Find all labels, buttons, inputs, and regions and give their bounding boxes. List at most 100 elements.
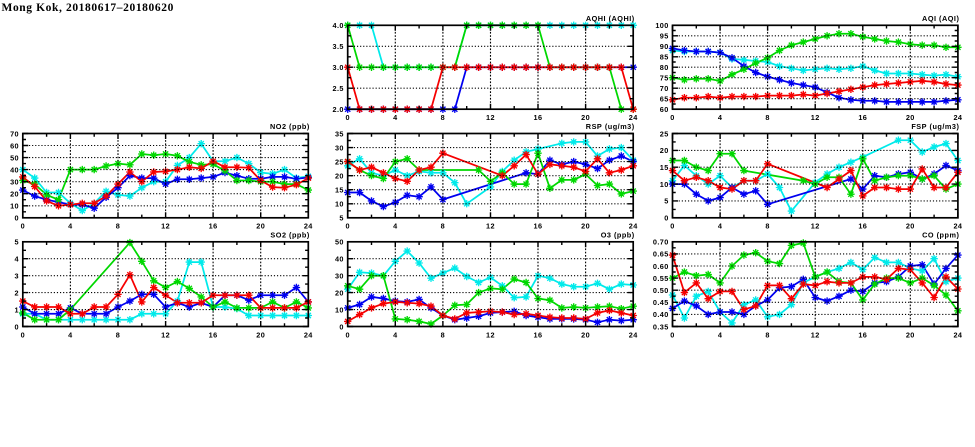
svg-text:RSP (ug/m3): RSP (ug/m3) — [586, 122, 635, 131]
svg-text:0: 0 — [21, 330, 25, 339]
svg-text:24: 24 — [304, 222, 313, 231]
svg-text:0.40: 0.40 — [653, 310, 669, 319]
svg-text:8: 8 — [765, 222, 769, 231]
svg-text:90: 90 — [660, 42, 669, 51]
svg-text:8: 8 — [441, 113, 445, 122]
svg-text:12: 12 — [161, 222, 170, 231]
svg-text:SO2 (ppb): SO2 (ppb) — [270, 231, 309, 240]
svg-text:20: 20 — [256, 222, 265, 231]
svg-text:25: 25 — [660, 129, 669, 138]
svg-text:16: 16 — [858, 330, 867, 339]
svg-text:12: 12 — [486, 113, 495, 122]
svg-text:40: 40 — [335, 255, 344, 264]
svg-text:O3 (ppb): O3 (ppb) — [601, 231, 635, 240]
svg-text:1: 1 — [15, 305, 19, 314]
svg-text:24: 24 — [953, 222, 962, 231]
svg-text:4: 4 — [718, 330, 723, 339]
svg-text:20: 20 — [660, 146, 669, 155]
svg-text:20: 20 — [335, 288, 344, 297]
svg-text:95: 95 — [660, 32, 669, 41]
svg-text:30: 30 — [335, 143, 344, 152]
svg-text:0: 0 — [15, 214, 19, 223]
svg-text:8: 8 — [116, 330, 120, 339]
svg-text:12: 12 — [811, 330, 820, 339]
svg-text:16: 16 — [534, 113, 543, 122]
svg-text:0: 0 — [345, 222, 349, 231]
svg-text:5: 5 — [339, 214, 343, 223]
svg-text:100: 100 — [655, 21, 668, 30]
svg-text:10: 10 — [660, 180, 669, 189]
svg-text:16: 16 — [534, 222, 543, 231]
svg-text:80: 80 — [660, 63, 669, 72]
svg-text:24: 24 — [304, 330, 313, 339]
svg-text:20: 20 — [906, 113, 915, 122]
svg-text:0: 0 — [670, 330, 674, 339]
svg-text:FSP (ug/m3): FSP (ug/m3) — [911, 122, 959, 131]
svg-text:25: 25 — [335, 157, 344, 166]
svg-text:24: 24 — [953, 330, 962, 339]
svg-text:4: 4 — [68, 222, 73, 231]
svg-text:50: 50 — [10, 153, 19, 162]
svg-text:65: 65 — [660, 95, 669, 104]
svg-text:24: 24 — [953, 113, 962, 122]
svg-text:10: 10 — [335, 305, 344, 314]
svg-text:15: 15 — [335, 186, 344, 195]
svg-text:70: 70 — [660, 84, 669, 93]
svg-text:24: 24 — [629, 330, 638, 339]
svg-text:12: 12 — [811, 222, 820, 231]
svg-text:16: 16 — [209, 330, 218, 339]
svg-text:20: 20 — [335, 172, 344, 181]
svg-text:AQHI (AQHI): AQHI (AQHI) — [586, 14, 635, 23]
svg-text:0: 0 — [670, 113, 674, 122]
svg-text:4: 4 — [393, 222, 398, 231]
svg-text:4: 4 — [15, 255, 20, 264]
svg-text:12: 12 — [486, 330, 495, 339]
svg-text:16: 16 — [209, 222, 218, 231]
svg-text:4: 4 — [718, 113, 723, 122]
svg-text:4: 4 — [393, 113, 398, 122]
svg-text:0: 0 — [345, 113, 349, 122]
svg-text:2.0: 2.0 — [333, 105, 344, 114]
svg-text:2: 2 — [15, 288, 19, 297]
svg-text:35: 35 — [335, 129, 344, 138]
svg-text:8: 8 — [765, 113, 769, 122]
svg-text:16: 16 — [858, 113, 867, 122]
svg-text:60: 60 — [660, 105, 669, 114]
svg-text:0: 0 — [664, 214, 668, 223]
svg-text:0.60: 0.60 — [653, 262, 669, 271]
svg-text:8: 8 — [441, 330, 445, 339]
svg-text:20: 20 — [581, 330, 590, 339]
svg-text:5: 5 — [664, 197, 668, 206]
svg-text:0.55: 0.55 — [653, 274, 669, 283]
svg-text:20: 20 — [906, 222, 915, 231]
svg-text:30: 30 — [335, 272, 344, 281]
svg-text:0: 0 — [670, 222, 674, 231]
svg-text:4.0: 4.0 — [333, 21, 344, 30]
svg-text:20: 20 — [256, 330, 265, 339]
svg-text:0: 0 — [339, 322, 343, 331]
svg-text:16: 16 — [858, 222, 867, 231]
svg-text:40: 40 — [10, 165, 19, 174]
svg-text:12: 12 — [486, 222, 495, 231]
svg-text:8: 8 — [441, 222, 445, 231]
svg-text:24: 24 — [629, 222, 638, 231]
svg-text:0.70: 0.70 — [653, 238, 669, 247]
svg-text:85: 85 — [660, 53, 669, 62]
svg-text:50: 50 — [335, 238, 344, 247]
svg-text:15: 15 — [660, 163, 669, 172]
svg-text:70: 70 — [10, 129, 19, 138]
svg-text:20: 20 — [581, 113, 590, 122]
svg-text:3.0: 3.0 — [333, 63, 344, 72]
svg-text:10: 10 — [335, 200, 344, 209]
svg-text:4: 4 — [68, 330, 73, 339]
svg-text:60: 60 — [10, 141, 19, 150]
svg-text:16: 16 — [534, 330, 543, 339]
svg-text:20: 20 — [10, 190, 19, 199]
svg-text:4: 4 — [718, 222, 723, 231]
svg-text:Mong Kok, 20180617–20180620: Mong Kok, 20180617–20180620 — [2, 2, 174, 14]
svg-text:20: 20 — [581, 222, 590, 231]
svg-text:3.5: 3.5 — [333, 42, 344, 51]
svg-text:0.45: 0.45 — [653, 298, 669, 307]
svg-text:8: 8 — [765, 330, 769, 339]
svg-text:8: 8 — [116, 222, 120, 231]
